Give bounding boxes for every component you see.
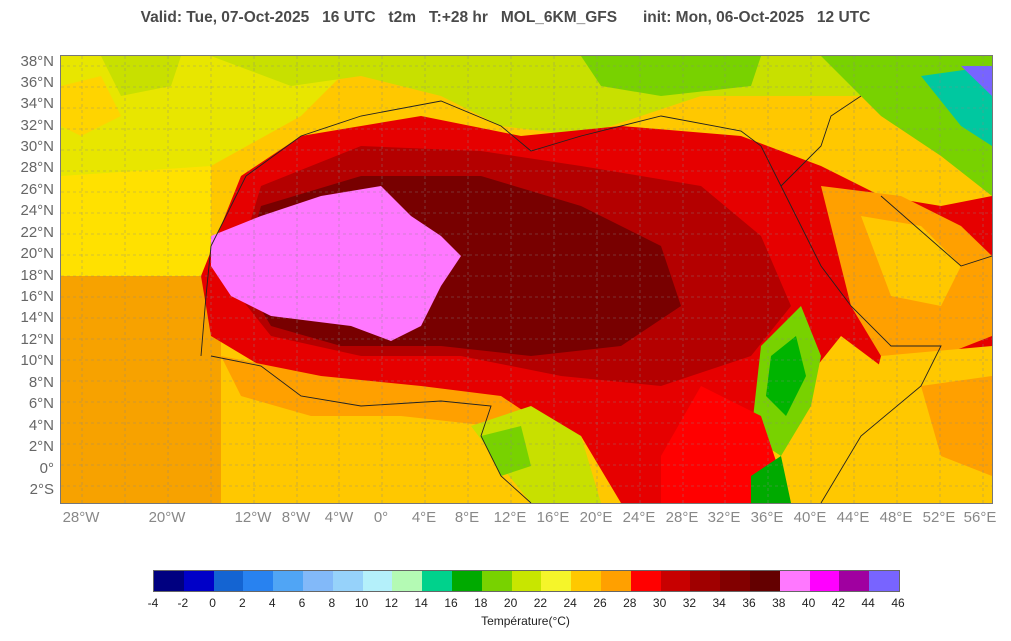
colorbar-tick-label: 6 (298, 596, 306, 610)
lat-label: 26°N (20, 181, 54, 198)
colorbar-swatch (362, 571, 393, 591)
colorbar-swatch (183, 571, 214, 591)
colorbar-tick-label: 22 (533, 596, 548, 610)
lon-label: 24°E (622, 509, 656, 526)
lon-label: 12°E (493, 509, 527, 526)
lat-label: 24°N (20, 202, 54, 219)
lon-label: 28°W (62, 509, 100, 526)
lat-label: 0° (39, 460, 54, 477)
colorbar-swatch (392, 571, 423, 591)
map-canvas (61, 56, 992, 503)
lon-label: 12°W (234, 509, 272, 526)
colorbar-swatch (541, 571, 572, 591)
colorbar-tick-label: 14 (414, 596, 428, 610)
colorbar-tick-label: 36 (742, 596, 756, 610)
colorbar-tick-label: 26 (593, 596, 607, 610)
lat-label: 2°S (29, 481, 54, 498)
colorbar-tick-label: 8 (328, 596, 336, 610)
lat-label: 36°N (20, 74, 54, 91)
lat-label: 6°N (28, 395, 54, 412)
lon-label: 8°W (281, 509, 311, 526)
lat-label: 22°N (20, 224, 54, 241)
lon-label: 44°E (836, 509, 870, 526)
lon-label: 56°E (963, 509, 997, 526)
colorbar-tick-label: 10 (354, 596, 369, 610)
colorbar-swatch (213, 571, 244, 591)
lat-label: 8°N (28, 374, 54, 391)
coastlines (200, 95, 992, 503)
lon-label: 52°E (922, 509, 956, 526)
lat-label: 14°N (20, 309, 54, 326)
temperature-map[interactable] (60, 55, 993, 504)
colorbar-swatch (720, 571, 750, 591)
colorbar-swatch (869, 571, 899, 591)
colorbar-swatch (839, 571, 870, 591)
colorbar-tick-label: 0 (209, 596, 216, 610)
lon-label: 20°W (148, 509, 186, 526)
colorbar-swatch (690, 571, 721, 591)
map-grid (61, 56, 992, 503)
colorbar-swatch (481, 571, 512, 591)
lon-label: 20°E (579, 509, 613, 526)
lat-label: 18°N (20, 267, 54, 284)
lon-label: 28°E (665, 509, 699, 526)
lon-label: 8°E (454, 509, 480, 526)
lat-label: 38°N (20, 53, 54, 70)
colorbar-tick-label: 28 (623, 596, 637, 610)
colorbar-swatch (154, 571, 184, 591)
lat-label: 2°N (28, 438, 54, 455)
colorbar-swatch (600, 571, 631, 591)
colorbar-tick-label: 2 (239, 596, 246, 610)
lat-label: 34°N (20, 95, 54, 112)
lon-label: 0° (373, 509, 389, 526)
colorbar-swatch (779, 571, 810, 591)
colorbar-swatch (302, 571, 333, 591)
colorbar-swatch (273, 571, 303, 591)
colorbar-title: Température(°C) (481, 614, 570, 628)
colorbar-tick-label: 44 (861, 596, 875, 610)
lat-label: 28°N (20, 159, 54, 176)
lat-label: 12°N (20, 331, 54, 348)
lon-label: 40°E (793, 509, 827, 526)
lat-label: 32°N (20, 117, 54, 134)
lat-label: 4°N (28, 417, 54, 434)
colorbar-swatch (571, 571, 601, 591)
lon-label: 32°E (707, 509, 741, 526)
colorbar-tick-label: -4 (147, 596, 159, 610)
colorbar-swatch (749, 571, 780, 591)
colorbar-tick-label: 16 (444, 596, 458, 610)
lat-label: 10°N (20, 352, 54, 369)
colorbar-tick-label: 12 (384, 596, 399, 610)
colorbar-swatch (809, 571, 840, 591)
colorbar-tick-label: 42 (831, 596, 846, 610)
lon-label: 36°E (750, 509, 784, 526)
colorbar-swatch (422, 571, 452, 591)
colorbar-tick-label: 20 (503, 596, 518, 610)
colorbar-swatch (243, 571, 274, 591)
lon-label: 16°E (536, 509, 570, 526)
lon-label: 48°E (879, 509, 913, 526)
lon-label: 4°E (411, 509, 437, 526)
colorbar-swatch (511, 571, 542, 591)
colorbar-swatch (332, 571, 363, 591)
colorbar-swatch (630, 571, 661, 591)
colorbar-tick-label: 30 (652, 596, 667, 610)
colorbar-tick-label: 34 (712, 596, 726, 610)
map-title: Valid: Tue, 07-Oct-2025 16 UTC t2m T:+28… (140, 9, 871, 26)
temperature-colorbar (153, 570, 900, 592)
lat-label: 30°N (20, 138, 54, 155)
colorbar-tick-label: 38 (772, 596, 786, 610)
colorbar-tick-label: 40 (801, 596, 816, 610)
colorbar-tick-label: 4 (268, 596, 276, 610)
colorbar-tick-label: 32 (682, 596, 697, 610)
colorbar-tick-label: 46 (891, 596, 905, 610)
lat-label: 16°N (20, 288, 54, 305)
colorbar-tick-label: -2 (177, 596, 189, 610)
colorbar-tick-label: 24 (563, 596, 577, 610)
colorbar-swatch (451, 571, 482, 591)
colorbar-swatch (660, 571, 691, 591)
lon-label: 4°W (324, 509, 354, 526)
colorbar-tick-label: 18 (474, 596, 488, 610)
lat-label: 20°N (20, 245, 54, 262)
